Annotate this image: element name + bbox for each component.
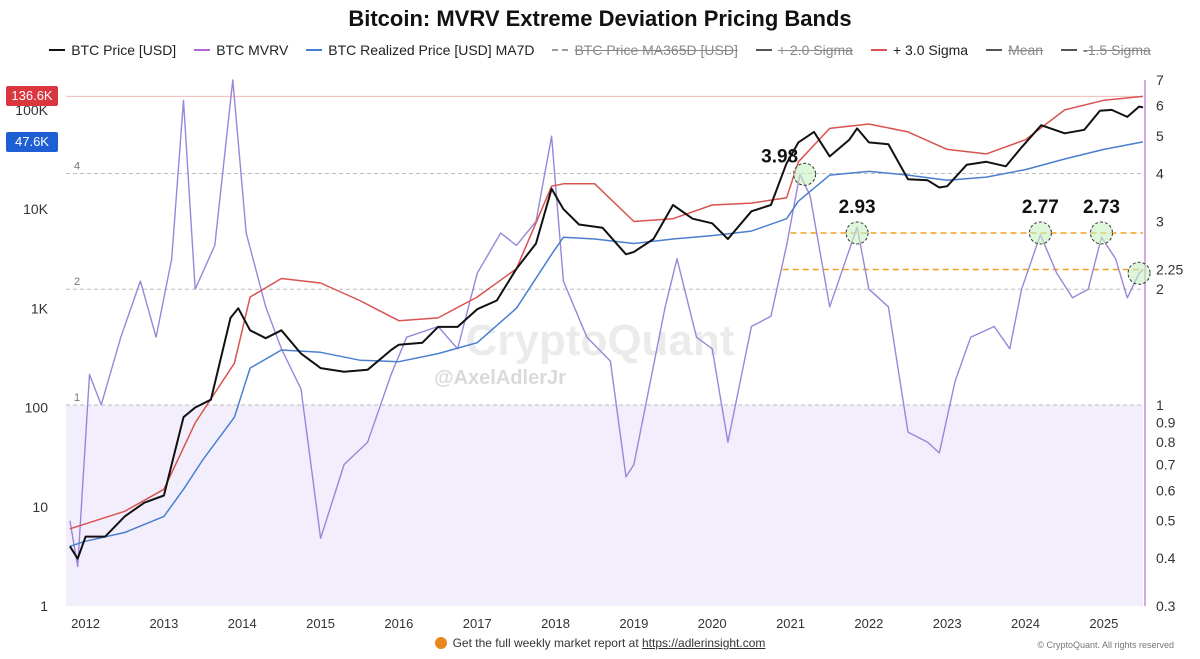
y-right-tick-label: 0.8 [1156,434,1176,450]
x-tick-label: 2021 [776,616,805,631]
x-tick-label: 2015 [306,616,335,631]
legend-item-mean[interactable]: Mean [986,42,1043,58]
y-right-tick-label: 0.7 [1156,457,1176,473]
legend-swatch [552,49,569,51]
y-left-tick-label: 10K [23,201,49,217]
legend-swatch [306,49,323,51]
legend-label: BTC Realized Price [USD] MA7D [328,42,535,58]
series-line-btc-price [69,105,1144,560]
chart-title: Bitcoin: MVRV Extreme Deviation Pricing … [348,6,852,31]
legend-swatch [194,49,211,51]
legend-swatch [755,49,772,51]
y-right-tick-label: 5 [1156,128,1164,144]
legend-item-plus2-sigma[interactable]: + 2.0 Sigma [755,42,853,58]
legend-swatch [49,49,66,51]
peak-annotation-label: 3.98 [761,146,798,167]
x-tick-label: 2017 [463,616,492,631]
y-right-tick-label: 2.25 [1156,262,1183,278]
legend-swatch [986,49,1003,51]
legend-label: BTC Price [USD] [71,42,177,58]
peak-marker [1089,221,1113,245]
mvrv-reference-label: 2 [74,276,80,288]
y-right-tick-label: 1 [1156,397,1164,413]
y-right-tick-label: 0.6 [1156,482,1176,498]
x-tick-label: 2016 [384,616,413,631]
legend-swatch [1061,49,1078,51]
y-right-tick-label: 2 [1156,281,1164,297]
x-tick-label: 2018 [541,616,570,631]
legend-item-btc-mvrv[interactable]: BTC MVRV [194,42,288,58]
legend-item-realized-price[interactable]: BTC Realized Price [USD] MA7D [306,42,534,58]
legend-label: BTC MVRV [216,42,289,58]
legend-item-plus3-sigma[interactable]: + 3.0 Sigma [870,42,969,58]
y-left-tick-label: 10 [32,499,48,515]
price-badge-realized: 47.6K [6,131,58,152]
y-left-tick-label: 1 [40,598,48,614]
legend-label: -1.5 Sigma [1083,42,1151,58]
report-icon [434,637,447,649]
y-right-tick-label: 3 [1156,213,1164,229]
footer-text: Get the full weekly market report at [452,636,642,650]
footer-note: Get the full weekly market report at htt… [0,636,1200,650]
x-tick-label: 2014 [228,616,257,631]
mvrv-reference-label: 1 [74,392,80,404]
peak-marker [1127,261,1151,285]
report-link[interactable]: https://adlerinsight.com [642,636,766,650]
legend-label: + 2.0 Sigma [777,42,853,58]
x-tick-label: 2019 [619,616,648,631]
price-badge-sigma: 136.6K [6,86,58,107]
legend-swatch [870,49,887,51]
x-tick-label: 2013 [149,616,178,631]
legend-label: Mean [1008,42,1044,58]
legend-label: BTC Price MA365D [USD] [574,42,738,58]
series-line-btc-mvrv [69,79,1144,568]
legend-item-minus1-5-sigma[interactable]: -1.5 Sigma [1061,42,1151,58]
peak-annotation-label: 2.93 [839,197,876,218]
series-line-plus3-sigma [69,95,1144,530]
legend-label: + 3.0 Sigma [892,42,969,58]
y-right-tick-label: 0.4 [1156,550,1176,566]
legend-item-price-ma365d[interactable]: BTC Price MA365D [USD] [552,42,738,58]
x-tick-label: 2020 [698,616,727,631]
y-right-tick-label: 6 [1156,98,1164,114]
watermark-handle: @AxelAdlerJr [434,367,566,389]
peak-annotation-label: 2.77 [1022,197,1059,218]
y-right-tick-label: 7 [1156,72,1164,88]
series-line-realized-price [69,141,1144,548]
mvrv-below-one-area [66,404,1143,606]
y-right-tick-label: 0.9 [1156,415,1176,431]
mvrv-reference-label: 4 [74,160,80,172]
peak-marker [1028,221,1052,245]
peak-annotation-label: 2.73 [1083,197,1120,218]
x-tick-label: 2024 [1011,616,1040,631]
peak-marker [845,221,869,245]
x-tick-label: 2012 [71,616,100,631]
y-left-tick-label: 1K [31,300,49,316]
x-tick-label: 2022 [854,616,883,631]
legend: BTC Price [USD] BTC MVRV BTC Realized Pr… [0,42,1200,58]
x-tick-label: 2023 [933,616,962,631]
y-right-tick-label: 0.3 [1156,598,1176,614]
y-right-tick-label: 0.5 [1156,513,1176,529]
copyright: © CryptoQuant. All rights reserved [1037,640,1174,650]
x-tick-label: 2025 [1089,616,1118,631]
y-left-tick-label: 100 [25,400,49,416]
y-right-tick-label: 4 [1156,165,1164,181]
watermark-brand: CryptoQuant [466,316,735,365]
peak-marker [793,162,817,186]
legend-item-btc-price[interactable]: BTC Price [USD] [49,42,176,58]
